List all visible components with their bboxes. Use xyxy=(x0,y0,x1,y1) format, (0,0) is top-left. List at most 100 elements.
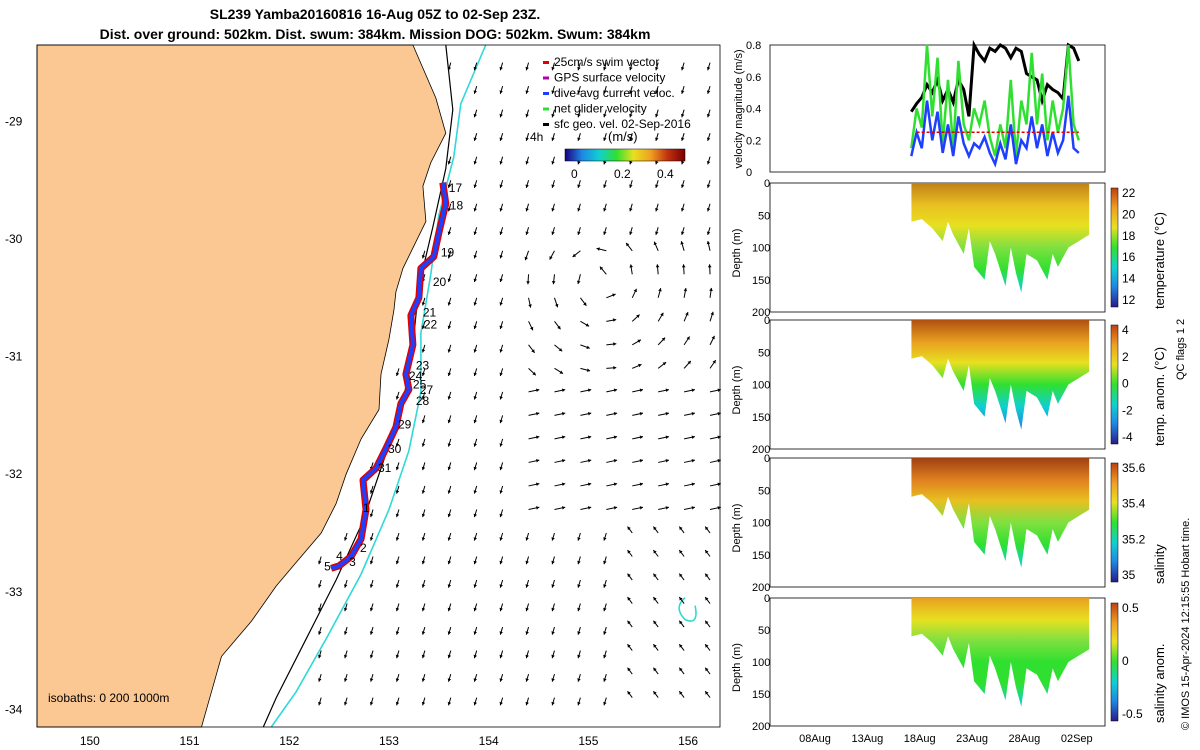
velocity-arrowhead xyxy=(705,526,709,531)
velocity-arrowhead xyxy=(629,113,633,118)
velocity-arrowhead xyxy=(685,312,689,316)
depth-ytick: 150 xyxy=(752,412,770,424)
velocity-arrowhead xyxy=(707,264,712,268)
day-label: 30 xyxy=(388,442,402,456)
velocity-arrowhead xyxy=(447,443,452,447)
velocity-arrowhead xyxy=(473,302,477,306)
glider-track-map: 17181920212223242527282930311234525cm/s … xyxy=(5,44,721,748)
time-tick: 13Aug xyxy=(851,733,883,745)
isobath-1000m-eddy xyxy=(678,597,697,622)
colorbar-tick: 35.2 xyxy=(1122,532,1146,546)
velocity-arrowhead xyxy=(525,161,529,165)
velocity-arrowhead xyxy=(473,208,477,212)
day-label: 23 xyxy=(416,359,430,373)
velocity-arrowhead xyxy=(318,678,322,682)
depth-ytick: 200 xyxy=(752,582,770,594)
velocity-arrowhead xyxy=(499,325,503,329)
velocity-arrowhead xyxy=(705,644,709,648)
chart-subtitle: Dist. over ground: 502km. Dist. swum: 38… xyxy=(99,26,651,42)
velocity-arrowhead xyxy=(447,372,452,376)
isobaths-label: isobaths: 0 200 1000m xyxy=(48,691,169,705)
velocity-arrowhead xyxy=(369,584,374,588)
velocity-arrowhead xyxy=(473,490,477,494)
velocity-arrowhead xyxy=(639,482,643,486)
glider-track xyxy=(330,182,450,572)
velocity-arrowhead xyxy=(679,573,683,578)
velocity-arrowhead xyxy=(603,701,607,706)
velocity-arrowhead xyxy=(499,560,503,565)
velocity-arrowhead xyxy=(525,208,529,212)
velocity-arrowhead xyxy=(447,184,452,188)
velocity-arrowhead xyxy=(536,412,540,416)
velocity-arrowhead xyxy=(473,184,477,188)
velocity-arrowhead xyxy=(369,678,374,682)
velocity-arrowhead xyxy=(603,184,607,188)
velocity-arrowhead xyxy=(705,573,709,578)
velocity-arrowhead xyxy=(473,255,477,259)
velocity-arrowhead xyxy=(577,537,581,541)
velocity-arrowhead xyxy=(499,607,503,612)
velocity-arrowhead xyxy=(706,241,711,245)
velocity-arrowhead xyxy=(653,573,657,578)
velocity-arrowhead xyxy=(577,184,581,188)
lon-tick: 155 xyxy=(578,734,598,748)
velocity-arrowhead xyxy=(551,584,555,588)
velocity-arrowhead xyxy=(680,137,685,141)
depth-colorbar xyxy=(1110,324,1119,445)
velocity-arrowhead xyxy=(473,278,477,282)
velocity-ytick: 0.4 xyxy=(746,104,761,116)
depth-panel-3: 0 50 100 150 200 Depth (m) 35.6 35.4 35.2 35 salin… xyxy=(731,453,1167,594)
velocity-arrowhead xyxy=(473,537,477,541)
velocity-arrowhead xyxy=(665,412,669,416)
velocity-arrowhead xyxy=(554,303,559,308)
time-tick: 28Aug xyxy=(1008,733,1040,745)
velocity-ytick: 0 xyxy=(746,167,752,179)
time-tick: 08Aug xyxy=(799,733,831,745)
velocity-arrowhead xyxy=(421,396,426,400)
velocity-arrowhead xyxy=(709,287,713,292)
velocity-arrowhead xyxy=(627,644,631,648)
velocity-arrowhead xyxy=(603,90,607,94)
velocity-arrowhead xyxy=(421,537,426,541)
velocity-arrowhead xyxy=(679,691,683,695)
velocity-arrowhead xyxy=(536,435,540,439)
velocity-arrowhead xyxy=(627,573,631,578)
velocity-arrowhead xyxy=(531,349,535,353)
velocity-arrowhead xyxy=(558,348,563,352)
velocity-arrowhead xyxy=(706,231,711,235)
velocity-arrowhead xyxy=(395,678,400,682)
velocity-arrowhead xyxy=(421,349,426,353)
velocity-arrowhead xyxy=(473,701,477,706)
velocity-arrowhead xyxy=(499,396,503,400)
lon-tick: 152 xyxy=(279,734,299,748)
velocity-arrowhead xyxy=(680,90,685,94)
velocity-arrowhead xyxy=(680,231,685,235)
velocity-arrowhead xyxy=(525,654,529,659)
velocity-arrowhead xyxy=(447,490,452,494)
day-label: 24 xyxy=(409,369,423,383)
velocity-arrowhead xyxy=(525,231,529,235)
velocity-arrowhead xyxy=(551,654,555,659)
day-label: 27 xyxy=(420,383,434,397)
colorbar-tick: 14 xyxy=(1122,272,1136,286)
colorbar-tick: 35.6 xyxy=(1122,461,1146,475)
colorbar-tick: 0.4 xyxy=(657,167,674,181)
velocity-arrowhead xyxy=(603,631,607,635)
velocity-arrowhead xyxy=(629,137,633,141)
velocity-arrowhead xyxy=(680,241,684,245)
land-mass xyxy=(36,44,447,728)
depth-ytick: 100 xyxy=(752,518,770,530)
velocity-arrowhead xyxy=(629,66,633,71)
map-legend: 25cm/s swim vector GPS surface velocitydi… xyxy=(543,55,691,131)
legend-swatch xyxy=(543,123,549,126)
velocity-arrowhead xyxy=(421,513,426,518)
velocity-arrowhead xyxy=(691,435,695,439)
velocity-series-green xyxy=(910,44,1080,157)
velocity-arrowhead xyxy=(680,208,685,212)
velocity-arrowhead xyxy=(473,607,477,612)
velocity-arrowhead xyxy=(661,337,666,341)
colorbar-tick: -4 xyxy=(1122,430,1133,444)
velocity-arrowhead xyxy=(473,113,477,118)
lon-tick: 154 xyxy=(479,734,499,748)
depth-panel-2: 0 50 100 150 200 Depth (m) 4 2 0 -2 -4 temp. anom. … xyxy=(731,315,1167,456)
